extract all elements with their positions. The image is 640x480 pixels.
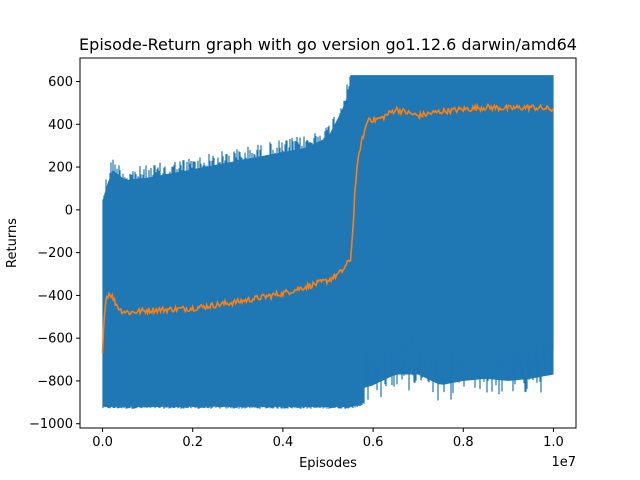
y-tick-label: −400 [37, 289, 73, 304]
plot-marks [101, 75, 555, 409]
x-tick-label: 0.6 [363, 435, 384, 450]
average-returns-line [101, 102, 555, 353]
y-tick-label: −1000 [29, 417, 73, 432]
y-tick-label: 200 [48, 161, 73, 176]
raw-returns-series [102, 75, 554, 409]
x-tick-label: 0.4 [273, 435, 294, 450]
y-tick-label: −800 [37, 374, 73, 389]
x-tick-label: 0.2 [182, 435, 203, 450]
x-axis-ticks: 0.0 0.2 0.4 0.6 0.8 1.0 [92, 428, 564, 450]
y-axis-label: Returns [5, 218, 20, 268]
y-tick-label: −600 [37, 332, 73, 347]
y-tick-label: 600 [48, 75, 73, 90]
x-tick-label: 1.0 [543, 435, 564, 450]
axes-frame [79, 57, 577, 429]
x-axis-offset-label: 1e7 [551, 455, 576, 470]
raw-returns-spikes [102, 75, 554, 409]
x-tick-label: 0.8 [453, 435, 474, 450]
chart-title: Episode-Return graph with go version go1… [79, 35, 577, 54]
y-tick-label: 400 [48, 118, 73, 133]
y-axis-ticks: −1000 −800 −600 −400 −200 0 200 400 600 [29, 75, 80, 432]
y-tick-label: 0 [65, 203, 73, 218]
x-tick-label: 0.0 [92, 435, 113, 450]
x-axis-label: Episodes [299, 456, 357, 471]
y-tick-label: −200 [37, 246, 73, 261]
